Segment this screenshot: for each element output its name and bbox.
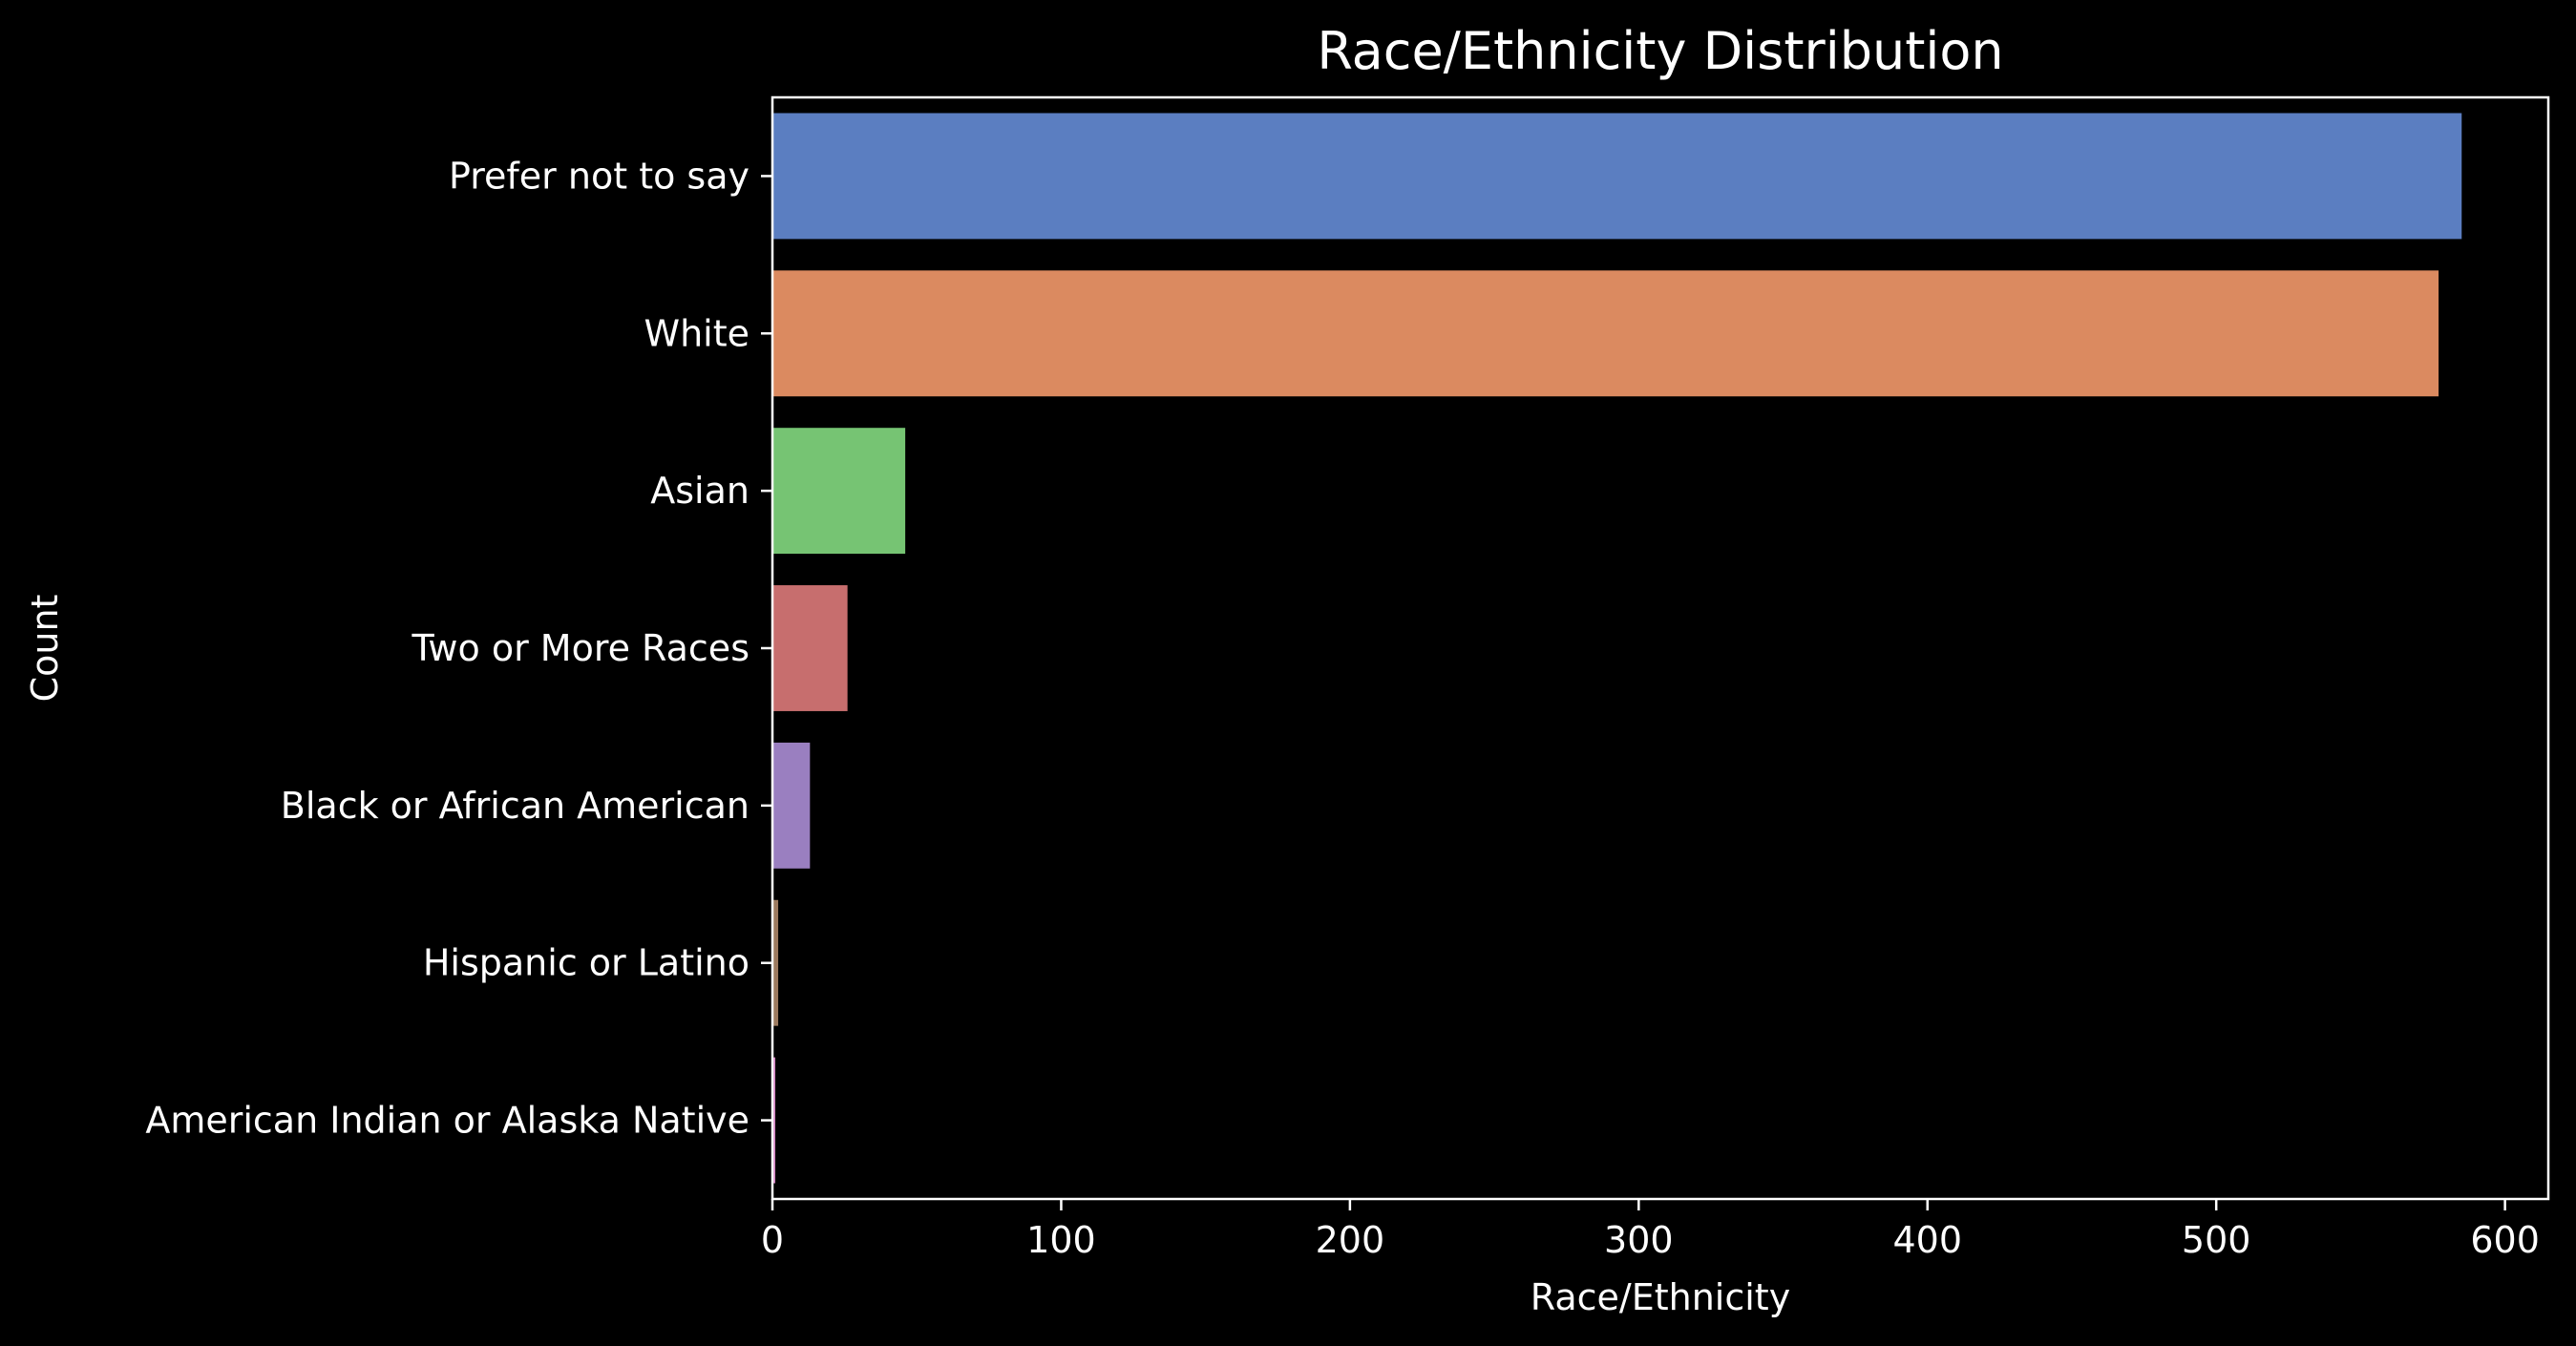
bar-prefer-not-to-say [772, 113, 2462, 240]
bar-asian [772, 428, 906, 555]
y-axis-ticks: Prefer not to say White Asian Two or More R… [145, 155, 772, 1142]
bar-black-or-african-american [772, 742, 811, 869]
x-tick-label: 400 [1892, 1219, 1962, 1261]
y-tick-label: White [644, 312, 750, 354]
y-tick-label: American Indian or Alaska Native [145, 1100, 750, 1142]
x-tick-label: 0 [761, 1219, 784, 1261]
x-axis-label: Race/Ethnicity [1531, 1276, 1790, 1318]
x-tick-label: 500 [2182, 1219, 2251, 1261]
bars-group [772, 113, 2462, 1184]
x-tick-label: 300 [1604, 1219, 1674, 1261]
y-tick-label: Prefer not to say [449, 155, 750, 197]
x-tick-label: 600 [2470, 1219, 2540, 1261]
y-axis-label: Count [24, 595, 66, 703]
chart-title: Race/Ethnicity Distribution [1317, 21, 2003, 81]
y-tick-label: Black or African American [281, 785, 750, 827]
x-tick-label: 200 [1316, 1219, 1385, 1261]
x-axis-ticks: 0 100 200 300 400 500 600 [761, 1199, 2540, 1261]
y-tick-label: Hispanic or Latino [423, 942, 750, 984]
bar-american-indian-or-alaska-native [772, 1057, 776, 1184]
plot-frame [771, 95, 2550, 1201]
y-tick-label: Asian [650, 470, 750, 512]
x-tick-label: 100 [1026, 1219, 1096, 1261]
bar-hispanic-or-latino [772, 899, 779, 1026]
bar-two-or-more-races [772, 585, 848, 711]
y-tick-label: Two or More Races [412, 627, 750, 669]
bar-white [772, 270, 2439, 397]
